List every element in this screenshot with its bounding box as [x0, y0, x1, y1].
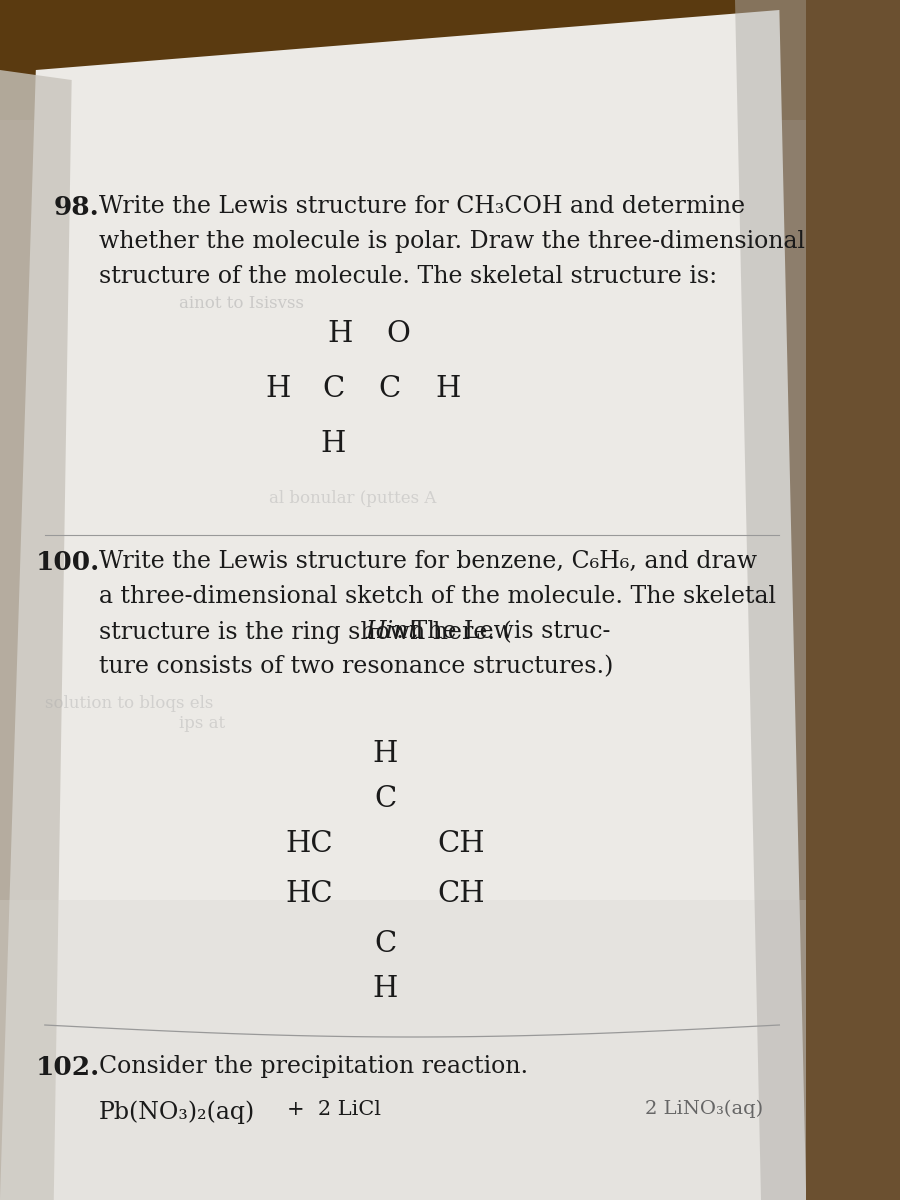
Text: solution to bloqs els: solution to bloqs els [45, 695, 213, 712]
Polygon shape [0, 70, 72, 1200]
Text: H: H [373, 740, 398, 768]
Text: H: H [320, 430, 346, 458]
Text: CH: CH [437, 880, 485, 908]
Text: C: C [374, 785, 396, 814]
Text: structure of the molecule. The skeletal structure is:: structure of the molecule. The skeletal … [98, 265, 716, 288]
Polygon shape [0, 10, 806, 1200]
Text: +  2 LiCl: + 2 LiCl [287, 1100, 381, 1118]
Text: H: H [436, 374, 461, 403]
Text: al bonular (puttes A: al bonular (puttes A [269, 490, 436, 506]
Text: C: C [322, 374, 345, 403]
Text: HC: HC [285, 880, 333, 908]
Text: Write the Lewis structure for benzene, C₆H₆, and draw: Write the Lewis structure for benzene, C… [98, 550, 757, 572]
Text: Write the Lewis structure for CH₃COH and determine: Write the Lewis structure for CH₃COH and… [98, 194, 744, 218]
Text: H: H [328, 320, 353, 348]
Text: HC: HC [285, 830, 333, 858]
Polygon shape [734, 0, 806, 1200]
Text: whether the molecule is polar. Draw the three-dimensional: whether the molecule is polar. Draw the … [98, 230, 805, 253]
Polygon shape [0, 900, 806, 1200]
Text: 100.: 100. [36, 550, 100, 575]
Text: ture consists of two resonance structures.): ture consists of two resonance structure… [98, 655, 613, 678]
Text: Hint: Hint [365, 620, 418, 643]
Text: H: H [265, 374, 291, 403]
Text: a three-dimensional sketch of the molecule. The skeletal: a three-dimensional sketch of the molecu… [98, 584, 776, 608]
Text: Consider the precipitation reaction.: Consider the precipitation reaction. [98, 1055, 527, 1078]
Text: C: C [379, 374, 400, 403]
Text: 102.: 102. [36, 1055, 100, 1080]
Text: H: H [373, 974, 398, 1003]
Text: 2 LiNO₃(aq): 2 LiNO₃(aq) [645, 1100, 763, 1118]
Text: 98.: 98. [54, 194, 100, 220]
Text: : The Lewis struc-: : The Lewis struc- [395, 620, 610, 643]
Text: structure is the ring shown here. (: structure is the ring shown here. ( [98, 620, 511, 643]
Text: ainot to Isisvss: ainot to Isisvss [179, 295, 304, 312]
Text: Pb(NO₃)₂(aq): Pb(NO₃)₂(aq) [98, 1100, 255, 1123]
Text: ips at: ips at [179, 715, 225, 732]
Text: CH: CH [437, 830, 485, 858]
Text: C: C [374, 930, 396, 958]
Text: O: O [387, 320, 410, 348]
Polygon shape [0, 0, 806, 120]
